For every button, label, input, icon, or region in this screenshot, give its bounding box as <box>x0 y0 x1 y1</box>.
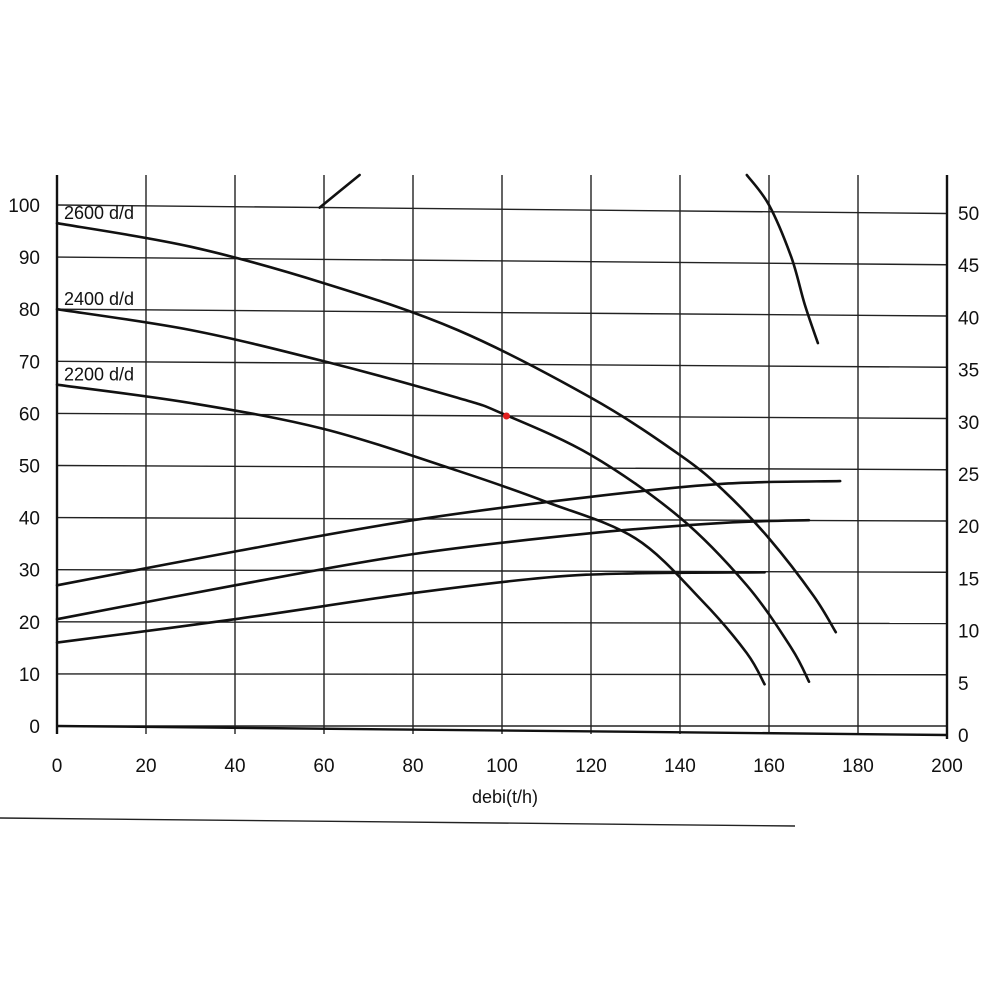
series-curve <box>55 307 811 683</box>
tick-labels: 0 20 40 60 80 100 120 140 160 180 2000102030405060… <box>8 196 979 777</box>
x-tick-label: 60 <box>313 756 334 777</box>
x-tick-label: 120 <box>575 756 607 777</box>
x-tick-label: 160 <box>753 756 785 777</box>
y-left-tick-label: 10 <box>19 665 40 686</box>
x-tick-label: 100 <box>486 756 518 777</box>
series-label: 2200 d/d <box>64 365 134 385</box>
y-right-tick-label: 30 <box>958 413 979 434</box>
x-tick-label: 140 <box>664 756 696 777</box>
series-labels: 2600 d/d 2400 d/d 2200 d/d <box>64 203 134 385</box>
y-left-tick-label: 50 <box>19 457 40 478</box>
horizontal-gridline <box>56 412 948 420</box>
x-tick-label: 180 <box>842 756 874 777</box>
series-curve <box>745 173 820 345</box>
y-right-tick-label: 15 <box>958 569 979 590</box>
y-right-tick-label: 40 <box>958 308 979 329</box>
y-right-tick-label: 0 <box>958 726 969 747</box>
horizontal-gridline <box>56 308 948 317</box>
horizontal-gridline <box>56 621 948 625</box>
series-curve <box>55 383 766 686</box>
grid <box>0 175 949 827</box>
y-right-tick-label: 10 <box>958 622 979 643</box>
horizontal-gridline <box>56 256 948 266</box>
x-tick-label: 20 <box>135 756 156 777</box>
x-tick-label: 0 <box>52 756 63 777</box>
y-left-tick-label: 0 <box>29 717 40 738</box>
curves <box>55 173 842 686</box>
series-curve <box>55 571 766 644</box>
y-right-tick-label: 35 <box>958 361 979 382</box>
horizontal-gridline <box>56 204 948 215</box>
y-left-tick-label: 20 <box>19 613 40 634</box>
series-label: 2400 d/d <box>64 289 134 309</box>
bottom-rule <box>0 817 796 827</box>
horizontal-gridline <box>56 360 948 368</box>
x-axis-label: debi(t/h) <box>472 787 538 807</box>
operating-point-marker <box>502 412 510 420</box>
y-left-tick-label: 60 <box>19 404 40 425</box>
x-tick-label: 40 <box>224 756 245 777</box>
series-curve <box>318 173 361 209</box>
series-curve <box>55 479 842 587</box>
y-right-tick-label: 45 <box>958 256 979 277</box>
bottom-axis <box>56 724 948 737</box>
y-right-tick-label: 25 <box>958 465 979 486</box>
horizontal-gridline <box>56 673 948 676</box>
horizontal-gridline <box>56 569 948 573</box>
y-right-tick-label: 20 <box>958 517 979 538</box>
series-label: 2600 d/d <box>64 203 134 223</box>
x-tick-label: 80 <box>402 756 423 777</box>
series-curve <box>55 221 838 634</box>
y-left-tick-label: 70 <box>19 352 40 373</box>
y-right-tick-label: 50 <box>958 204 979 225</box>
y-left-tick-label: 90 <box>19 248 40 269</box>
y-left-tick-label: 80 <box>19 300 40 321</box>
y-right-tick-label: 5 <box>958 674 969 695</box>
y-left-tick-label: 30 <box>19 561 40 582</box>
x-tick-label: 200 <box>931 756 963 777</box>
y-left-tick-label: 100 <box>8 196 40 217</box>
series-curve <box>55 518 811 621</box>
horizontal-gridline <box>56 464 948 471</box>
y-left-tick-label: 40 <box>19 509 40 530</box>
